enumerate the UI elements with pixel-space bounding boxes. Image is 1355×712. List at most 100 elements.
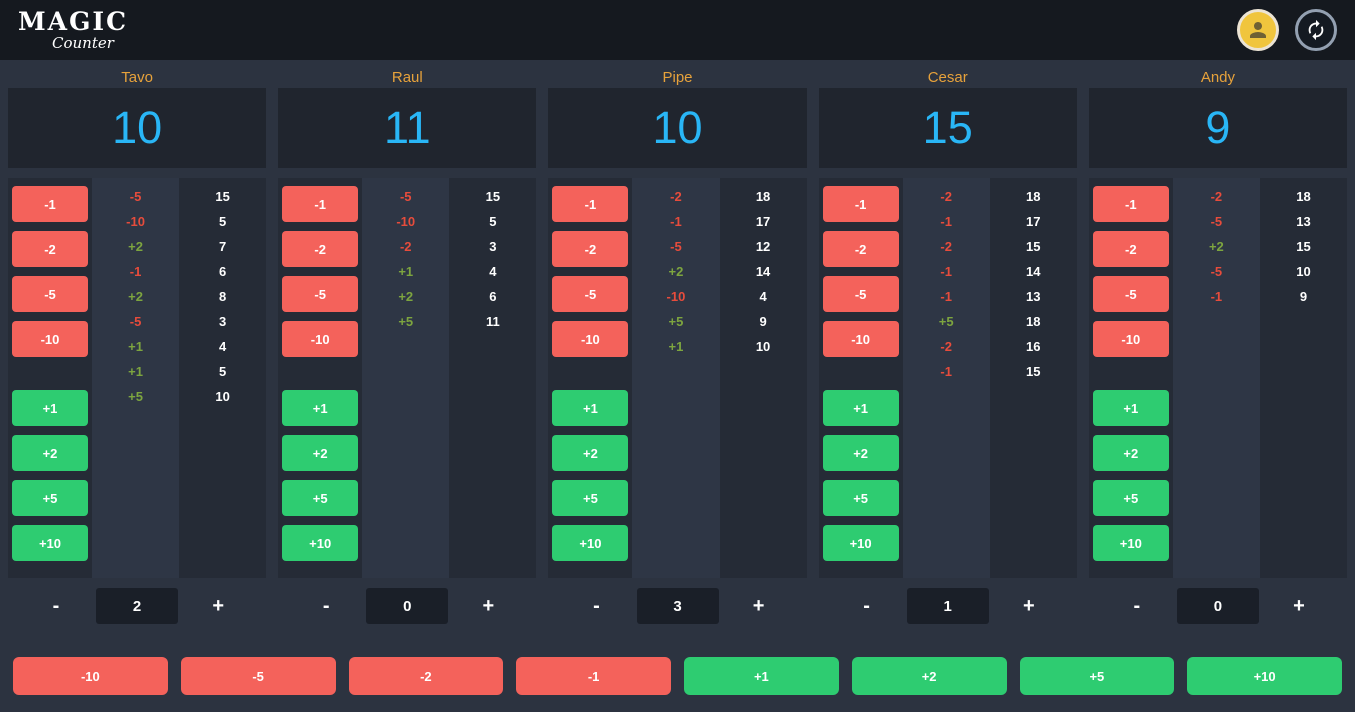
minus-10-button[interactable]: -10	[552, 321, 629, 357]
plusminus-1-button[interactable]: +1	[12, 390, 88, 426]
minus-5-button[interactable]: -5	[12, 276, 88, 312]
history-delta: -1	[940, 364, 952, 379]
plusminus-10-button[interactable]: +10	[12, 525, 88, 561]
counter-increment-button[interactable]: +	[198, 595, 238, 618]
minus-2-button[interactable]: -2	[822, 231, 899, 267]
history-total: 16	[1026, 339, 1041, 354]
minus-5-button[interactable]: -5	[282, 276, 359, 312]
global-plusminus-5-button[interactable]: +5	[1019, 657, 1175, 695]
history-total: 9	[1299, 289, 1308, 304]
counter-decrement-button[interactable]: -	[1117, 595, 1157, 618]
plusminus-10-button[interactable]: +10	[282, 525, 359, 561]
minus-1-button[interactable]: -1	[12, 186, 88, 222]
global-minus-1-button[interactable]: -1	[516, 657, 671, 695]
minus-2-button[interactable]: -2	[1092, 231, 1169, 267]
history-delta: +1	[128, 364, 143, 379]
history-total: 9	[759, 314, 767, 329]
minus-1-button[interactable]: -1	[552, 186, 629, 222]
history-delta-column: -2 -5 +2 -5 -1	[1172, 178, 1260, 578]
history-total: 7	[219, 239, 227, 254]
history-total: 5	[489, 214, 497, 229]
plusminus-2-button[interactable]: +2	[822, 435, 899, 471]
minus-1-button[interactable]: -1	[282, 186, 359, 222]
player-column-tavo: Tavo 10 -1 -2 -5 -10 +1 +2 +5 +10 -5 -10 +2 -1 +2 -5 +1 +…	[8, 68, 267, 634]
history-delta: +1	[128, 339, 143, 354]
plusminus-2-button[interactable]: +2	[12, 435, 88, 471]
life-total-panel: 11	[278, 88, 537, 168]
history-delta: +2	[1208, 239, 1224, 254]
history-total-column: 15 5 7 6 8 3 4 5 10	[179, 178, 267, 578]
history-total: 13	[1296, 214, 1311, 229]
history-total: 4	[489, 264, 497, 279]
global-minus-10-button[interactable]: -10	[13, 657, 168, 695]
global-plusminus-1-button[interactable]: +1	[684, 657, 839, 695]
spacer	[552, 366, 628, 390]
minus-1-button[interactable]: -1	[1092, 186, 1169, 222]
minus-10-button[interactable]: -10	[1092, 321, 1169, 357]
minus-5-button[interactable]: -5	[1092, 276, 1169, 312]
counter-increment-button[interactable]: +	[468, 595, 508, 618]
history-total: 6	[489, 289, 497, 304]
plusminus-5-button[interactable]: +5	[822, 480, 899, 516]
history-total: 18	[1026, 189, 1041, 204]
history-delta: +5	[398, 314, 414, 329]
plusminus-2-button[interactable]: +2	[282, 435, 359, 471]
player-controls: -1 -2 -5 -10 +1 +2 +5 +10 -2 -1 -2 -1 -1 +5 -2 -1 18 17 15…	[818, 178, 1077, 578]
counter-increment-button[interactable]: +	[1009, 595, 1049, 618]
minus-10-button[interactable]: -10	[822, 321, 899, 357]
history-delta: +1	[668, 339, 684, 354]
minus-2-button[interactable]: -2	[282, 231, 359, 267]
counter-increment-button[interactable]: +	[739, 595, 779, 618]
global-plusminus-2-button[interactable]: +2	[851, 657, 1007, 695]
counter-decrement-button[interactable]: -	[306, 595, 346, 618]
history-delta: +2	[668, 264, 684, 279]
plusminus-5-button[interactable]: +5	[282, 480, 359, 516]
plusminus-2-button[interactable]: +2	[1092, 435, 1169, 471]
plusminus-10-button[interactable]: +10	[552, 525, 629, 561]
counter-stepper: -3 +	[548, 578, 806, 634]
counter-decrement-button[interactable]: -	[847, 595, 887, 618]
plusminus-1-button[interactable]: +1	[282, 390, 359, 426]
minus-5-button[interactable]: -5	[552, 276, 629, 312]
history-total: 18	[1026, 314, 1041, 329]
history-delta: -1	[670, 214, 682, 229]
life-buttons-strip: -1 -2 -5 -10 +1 +2 +5 +10	[8, 178, 92, 578]
history-total: 3	[219, 314, 227, 329]
minus-1-button[interactable]: -1	[822, 186, 899, 222]
spacer	[282, 366, 358, 390]
spacer	[823, 366, 899, 390]
history-delta: -1	[940, 264, 952, 279]
counter-decrement-button[interactable]: -	[36, 595, 76, 618]
minus-5-button[interactable]: -5	[822, 276, 899, 312]
plusminus-5-button[interactable]: +5	[1092, 480, 1169, 516]
life-buttons-strip: -1 -2 -5 -10 +1 +2 +5 +10	[1088, 178, 1173, 578]
plusminus-10-button[interactable]: +10	[822, 525, 899, 561]
minus-10-button[interactable]: -10	[12, 321, 88, 357]
minus-2-button[interactable]: -2	[12, 231, 88, 267]
plusminus-5-button[interactable]: +5	[12, 480, 88, 516]
plusminus-2-button[interactable]: +2	[552, 435, 629, 471]
plusminus-5-button[interactable]: +5	[552, 480, 629, 516]
counter-value: 0	[1176, 588, 1259, 624]
plusminus-1-button[interactable]: +1	[822, 390, 899, 426]
avatar-button[interactable]	[1237, 9, 1279, 51]
life-buttons-strip: -1 -2 -5 -10 +1 +2 +5 +10	[548, 178, 633, 578]
history-total: 17	[1026, 214, 1041, 229]
history-delta: -5	[399, 189, 412, 204]
global-plusminus-10-button[interactable]: +10	[1187, 657, 1342, 695]
logo-title: Magic	[18, 7, 129, 36]
history-delta: -5	[129, 314, 142, 329]
refresh-button[interactable]	[1295, 9, 1337, 51]
history-total: 13	[1026, 289, 1041, 304]
plusminus-10-button[interactable]: +10	[1092, 525, 1169, 561]
life-total: 10	[112, 102, 163, 153]
global-minus-2-button[interactable]: -2	[348, 657, 504, 695]
counter-increment-button[interactable]: +	[1279, 595, 1319, 618]
global-minus-5-button[interactable]: -5	[180, 657, 336, 695]
plusminus-1-button[interactable]: +1	[552, 390, 629, 426]
history-delta: -2	[940, 189, 952, 204]
minus-10-button[interactable]: -10	[282, 321, 359, 357]
plusminus-1-button[interactable]: +1	[1092, 390, 1169, 426]
minus-2-button[interactable]: -2	[552, 231, 629, 267]
counter-decrement-button[interactable]: -	[576, 595, 616, 618]
